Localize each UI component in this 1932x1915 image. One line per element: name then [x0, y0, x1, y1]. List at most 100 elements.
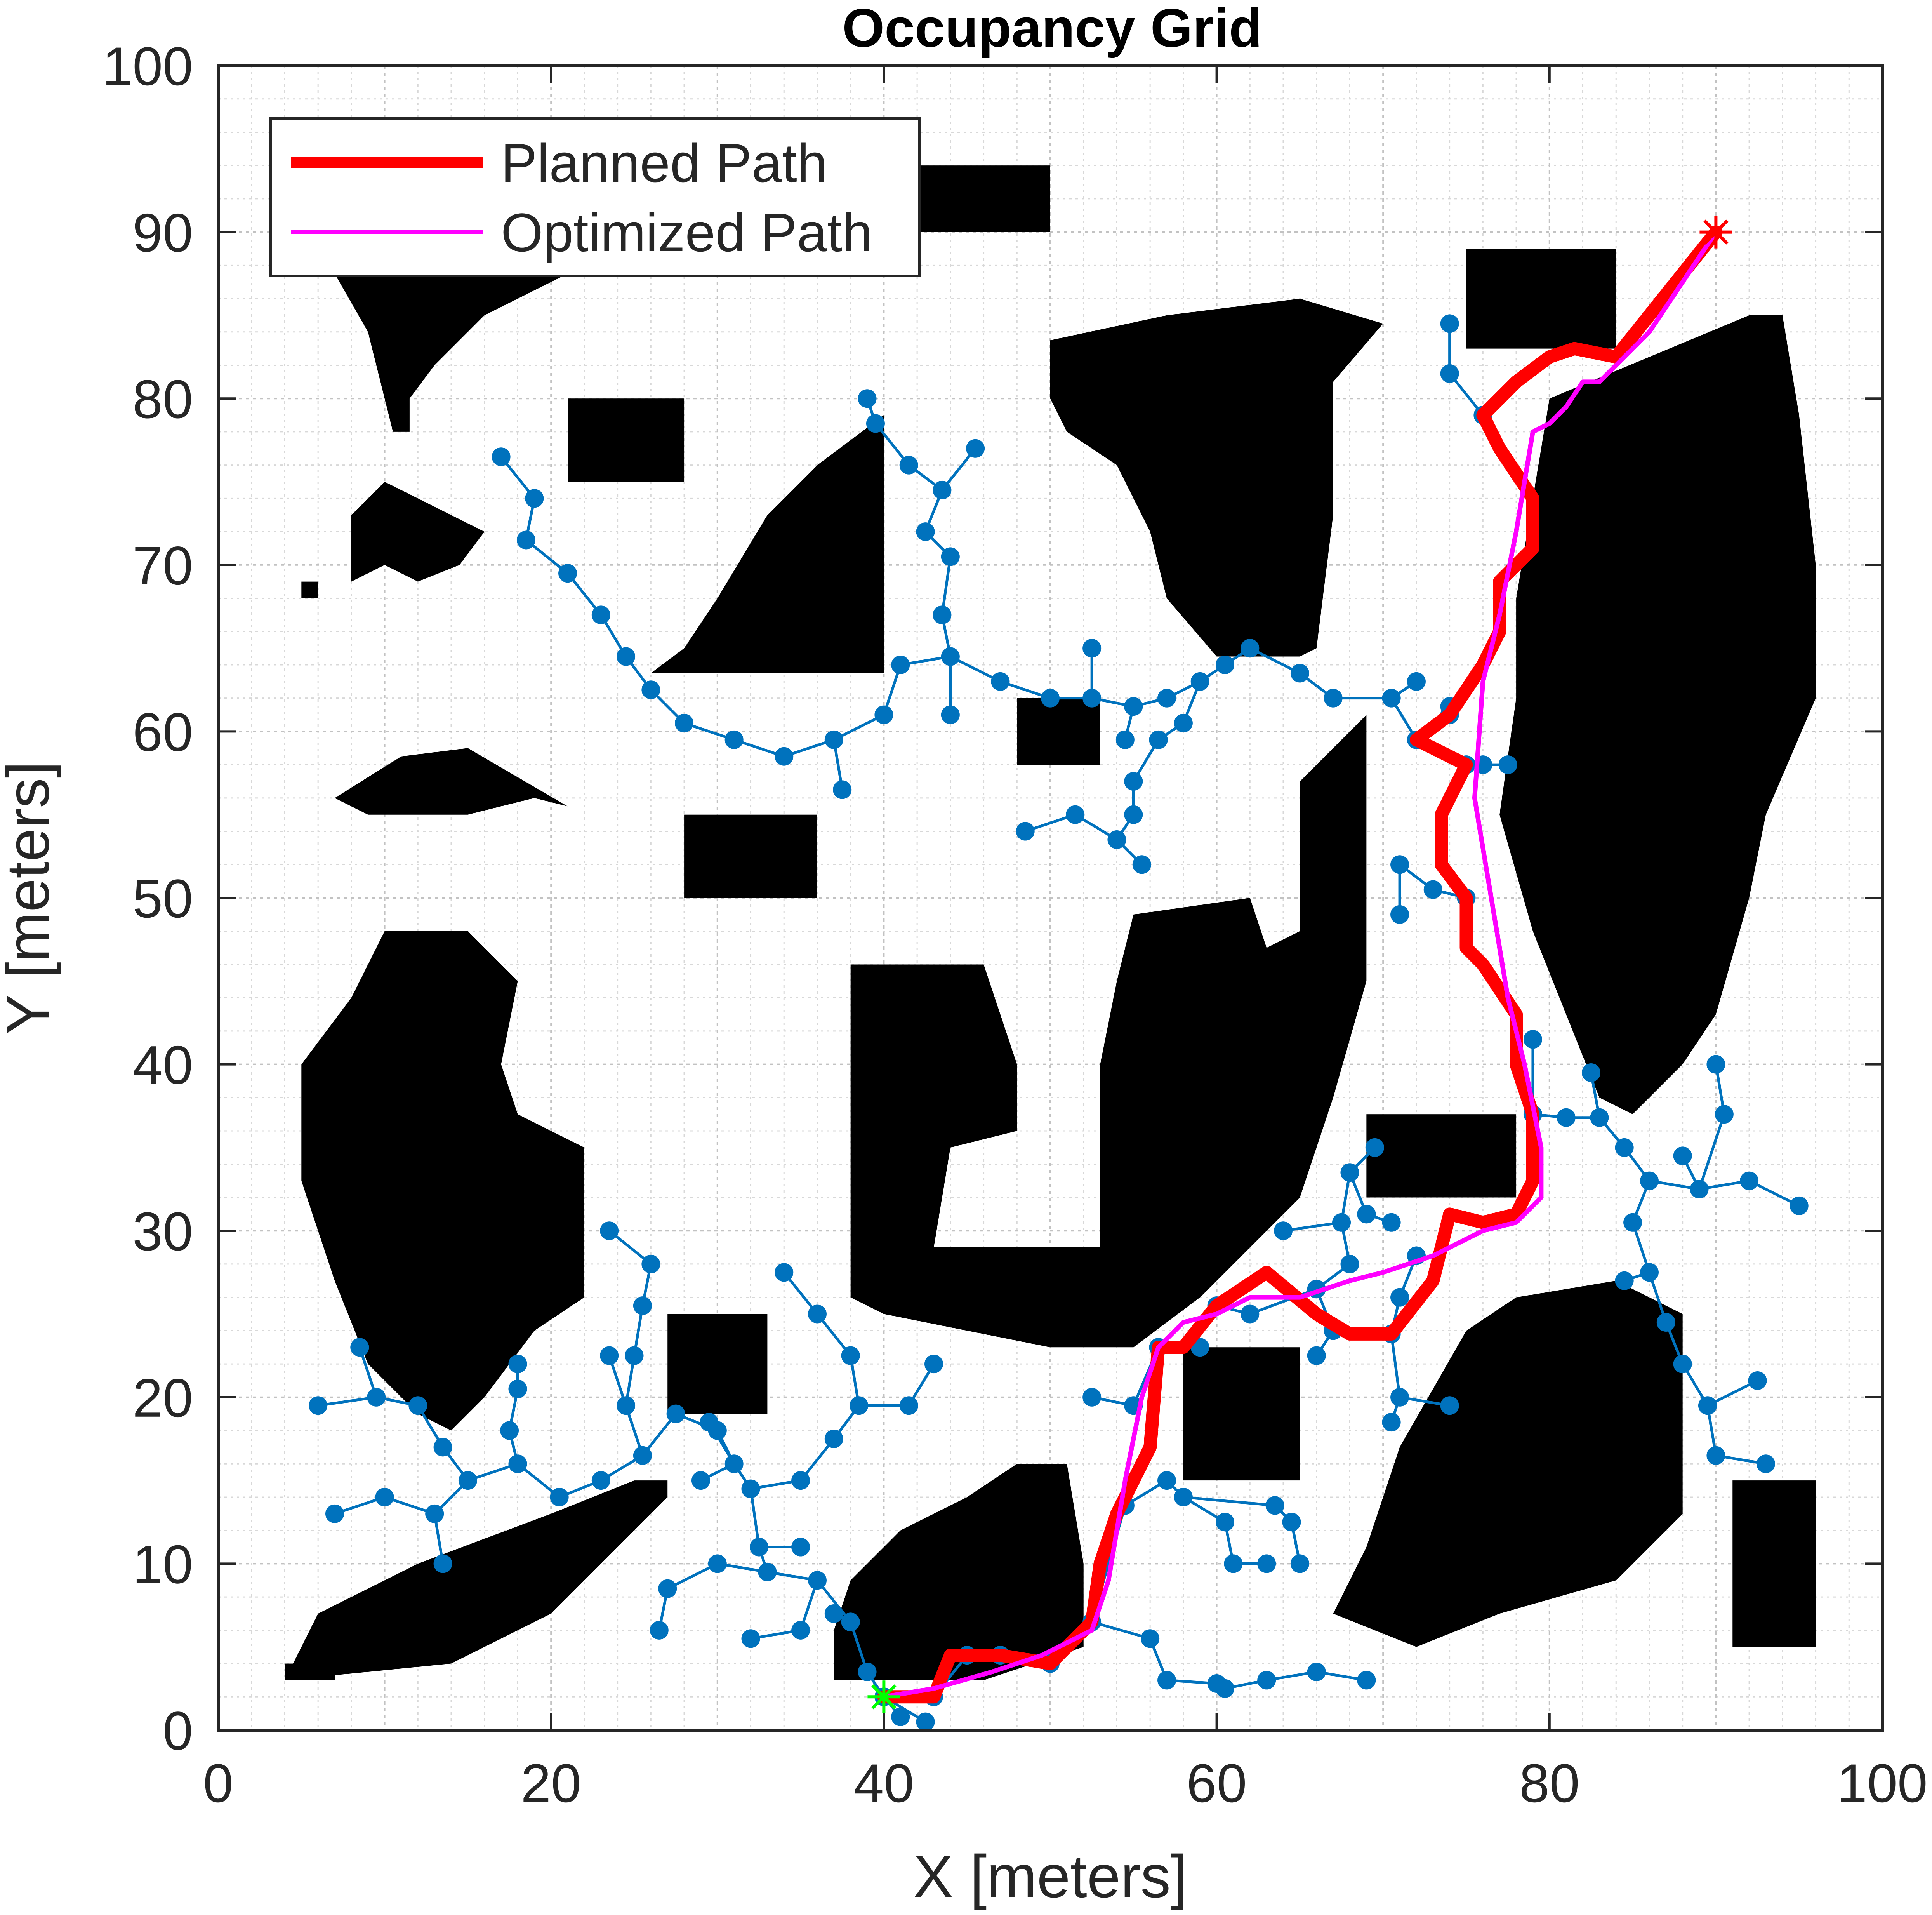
tree-node [558, 564, 577, 583]
tree-node [1082, 689, 1102, 708]
tree-node [1216, 1513, 1235, 1532]
tree-node [1340, 1254, 1359, 1273]
tree-node [933, 480, 952, 499]
obstacle-region [301, 931, 584, 1431]
y-tick-label: 90 [132, 202, 193, 263]
obstacle-block [1183, 1347, 1300, 1481]
tree-node [1157, 1471, 1176, 1490]
tree-edge [1390, 1334, 1401, 1398]
tree-node [1706, 1446, 1725, 1465]
tree-node [433, 1554, 452, 1573]
tree-node [617, 1396, 636, 1415]
tree-node [808, 1571, 827, 1590]
tree-edge [1698, 1114, 1726, 1190]
tree-node [916, 1712, 935, 1730]
x-tick-label: 0 [203, 1753, 233, 1814]
tree-node [525, 489, 544, 508]
tree-node [1748, 1371, 1767, 1390]
tree-node [666, 1404, 685, 1423]
x-axis-label: X [meters] [913, 1843, 1187, 1910]
tree-node [691, 1471, 710, 1490]
legend-label: Optimized Path [501, 202, 872, 263]
path-layer [867, 216, 1732, 1713]
legend-box [269, 117, 921, 277]
y-axis-label: Y [meters] [0, 761, 61, 1034]
tree-node [309, 1396, 328, 1415]
tree-node [325, 1504, 344, 1523]
tree-node [1066, 805, 1085, 824]
tree-node [899, 1396, 918, 1415]
tree-node [1673, 1355, 1692, 1374]
tree-node [1623, 1213, 1642, 1232]
tree-node [650, 1621, 669, 1640]
tree-node [775, 747, 794, 766]
tree-node [866, 414, 885, 433]
tree-node [1257, 1554, 1276, 1573]
tree-node [708, 1554, 727, 1573]
tree-node [1640, 1263, 1659, 1282]
tree-node [1440, 364, 1459, 383]
tree-node [1132, 855, 1151, 874]
tree-node [808, 1304, 827, 1324]
optimized-path-line [883, 231, 1718, 1699]
tree-node [1324, 689, 1343, 708]
tree-node [941, 547, 960, 566]
tree-node [1107, 830, 1126, 849]
obstacle-region [834, 1464, 1084, 1680]
tree-node [1690, 1180, 1709, 1199]
tree-node [850, 1396, 869, 1415]
tree-node [1307, 1662, 1326, 1681]
tree-node [741, 1629, 760, 1648]
tree-node [841, 1346, 860, 1365]
tree-node [1790, 1196, 1809, 1215]
tree-node [1640, 1171, 1659, 1190]
tree-node [1523, 1030, 1542, 1049]
tree-node [1149, 730, 1168, 749]
tree-node [874, 705, 893, 724]
axis-ticks: 0 20 40 60 80 100 0 10 20 30 40 50 60 70 80 90 100 [102, 36, 1927, 1814]
tree-node [641, 680, 660, 699]
tree-node [408, 1396, 427, 1415]
tree-node [1216, 655, 1235, 674]
y-tick-label: 100 [102, 36, 193, 97]
obstacle-region [1050, 299, 1383, 657]
tree-node [899, 456, 918, 475]
obstacle-region [335, 273, 568, 432]
obstacle-region [1499, 315, 1816, 1115]
tree-node [1382, 689, 1401, 708]
tree-node [641, 1254, 660, 1273]
tree-node [1340, 1163, 1359, 1182]
obstacle-block [1366, 1114, 1517, 1198]
y-tick-label: 0 [163, 1700, 193, 1761]
tree-node [600, 1221, 619, 1240]
tree-node [1141, 1629, 1160, 1648]
tree-node [933, 605, 952, 624]
tree-node [1357, 1205, 1376, 1224]
tree-node [1581, 1063, 1600, 1082]
tree-node [375, 1487, 394, 1506]
tree-node [1382, 1213, 1401, 1232]
tree-node [1390, 905, 1409, 924]
tree-node [1115, 730, 1135, 749]
tree-node [1365, 1138, 1384, 1157]
tree-node [991, 672, 1010, 691]
x-tick-label: 100 [1837, 1753, 1928, 1814]
tree-node [675, 713, 694, 732]
tree-node [1715, 1105, 1734, 1124]
tree-node [1124, 772, 1143, 791]
tree-node [1082, 639, 1102, 658]
tree-node [941, 647, 960, 666]
tree-node [1706, 1055, 1725, 1074]
tree-node [500, 1421, 519, 1440]
tree-node [824, 1604, 843, 1623]
tree-node [1390, 1288, 1409, 1307]
tree-node [1157, 1671, 1176, 1690]
obstacle-block [667, 1314, 768, 1414]
obstacle-region [351, 482, 485, 582]
tree-node [833, 780, 852, 799]
tree-node [658, 1579, 677, 1598]
tree-node [1615, 1271, 1634, 1290]
tree-node [1274, 1221, 1293, 1240]
tree-node [758, 1562, 777, 1581]
